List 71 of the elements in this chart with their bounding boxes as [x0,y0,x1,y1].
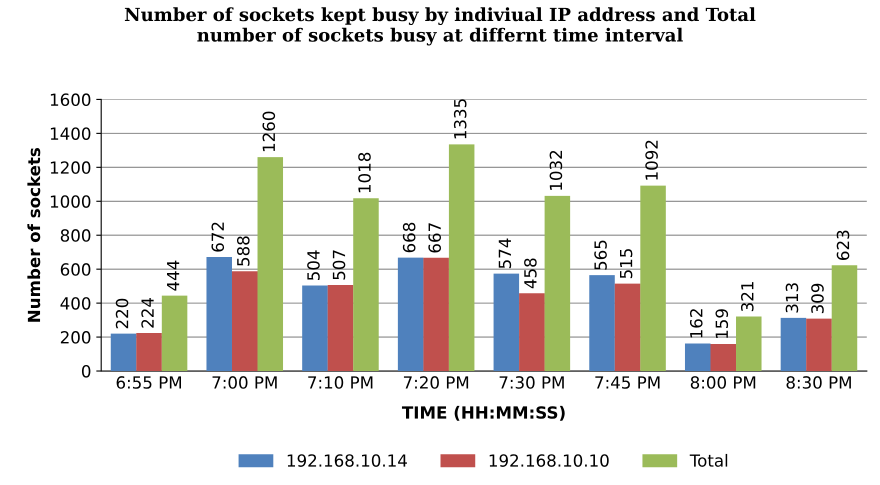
chart-title: Number of sockets kept busy by indiviual IP address and Total number of sockets busy at differnt time interval [124,7,756,46]
x-tick-label: 7:00 PM [212,376,277,389]
data-label: 1018 [358,152,371,192]
bar [353,198,379,372]
data-label: 667 [428,223,441,252]
bar [110,334,136,372]
data-label: 668 [402,222,416,252]
x-tick-label: 7:30 PM [500,376,564,389]
data-label: 504 [307,250,320,280]
y-tick-label: 0 [82,364,90,378]
x-tick-label: 8:00 PM [690,376,756,389]
x-tick-label: 6:55 PM [116,376,181,389]
data-label: 313 [786,283,798,312]
data-label: 220 [116,298,128,328]
data-label: 623 [836,230,850,260]
bar [589,275,615,372]
x-tick-label: 7:10 PM [308,376,372,389]
bar [614,284,640,372]
data-label: 1260 [262,112,276,152]
legend-label: 192.168.10.10 [490,454,609,467]
legend-label: Total [690,454,728,467]
data-label: 159 [715,309,728,338]
bar [806,318,832,372]
x-tick-label: 7:20 PM [404,376,468,389]
data-label: 507 [332,250,346,280]
y-tick-label: 200 [60,331,90,344]
data-label: 458 [524,258,537,288]
x-axis-title: TIME (HH:MM:SS) [402,406,565,421]
bar [684,344,710,372]
bar [302,285,328,372]
y-tick-label: 1600 [50,93,90,106]
data-label: 565 [594,240,607,270]
bar [206,256,232,372]
y-tick-label: 800 [60,229,90,242]
bar [258,157,284,372]
y-tick-label: 1400 [50,127,90,140]
bar [423,258,449,372]
x-tick-label: 8:30 PM [786,376,851,389]
bar [136,333,162,372]
y-tick-label: 1000 [50,195,90,208]
bar [780,318,806,372]
data-label: 309 [811,284,824,314]
bar [398,258,424,372]
data-label: 162 [690,309,703,338]
data-label: 515 [620,249,632,278]
bar [832,265,858,372]
bar [640,186,666,372]
data-label: 588 [236,236,250,266]
data-label: 224 [141,298,154,328]
legend-label: 192.168.10.14 [288,454,407,467]
data-label: 321 [741,282,754,312]
bar [232,271,258,372]
bar [162,296,188,372]
bar [710,344,736,372]
data-label: 1092 [645,140,658,180]
data-label: 1335 [454,99,467,138]
bar [544,196,570,372]
bar [448,144,474,372]
y-tick-label: 400 [60,297,90,310]
bar [328,284,354,372]
data-label: 444 [167,260,180,291]
y-axis-title: Number of sockets [27,148,40,322]
bar [736,316,762,372]
y-tick-label: 1200 [50,161,90,174]
data-label: 1032 [550,150,562,190]
data-label: 574 [498,238,512,268]
x-tick-label: 7:45 PM [595,376,660,389]
data-label: 672 [211,222,224,252]
y-tick-label: 600 [60,263,90,276]
bar [494,274,520,372]
bar [519,293,545,372]
